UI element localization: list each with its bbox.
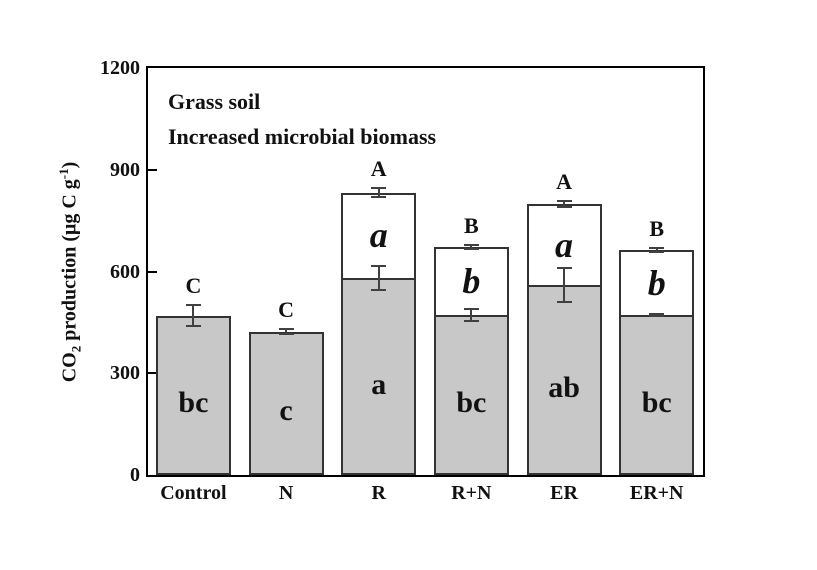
x-tick-label: R+N <box>451 482 492 504</box>
significance-letter-gray: ab <box>548 371 580 405</box>
error-bar-line <box>470 244 473 251</box>
significance-letter-above: B <box>649 216 665 242</box>
significance-letter-white: a <box>369 215 388 256</box>
error-bar-line <box>655 312 658 317</box>
significance-letter-white: b <box>647 262 666 303</box>
error-bar-line <box>655 247 658 253</box>
total-error-bar <box>463 244 479 251</box>
error-bar-cap-top <box>371 187 387 190</box>
significance-letter-above: A <box>370 156 387 182</box>
gray-segment-error-bar <box>649 312 665 317</box>
error-bar-line <box>377 187 380 198</box>
gray-segment-letter-box: c <box>249 332 324 475</box>
y-tick-label: 1200 <box>100 57 140 79</box>
bar-gray-segment <box>248 331 324 475</box>
x-tick-label: Control <box>160 482 227 504</box>
error-bar-cap-bottom <box>371 289 387 292</box>
gray-segment-letter-box: bc <box>619 315 694 475</box>
white-segment-letter-box: b <box>619 250 694 315</box>
total-error-bar <box>556 200 572 209</box>
error-bar-cap-bottom <box>185 325 201 328</box>
error-bar-line <box>470 308 473 322</box>
bar-gray-segment <box>155 315 231 475</box>
gray-segment-letter-box: bc <box>156 316 231 475</box>
gray-segment-letter-box: bc <box>434 315 509 475</box>
y-tick-label: 600 <box>110 260 140 283</box>
y-tick-mark <box>148 372 157 375</box>
error-bar-cap-top <box>463 244 479 247</box>
total-error-bar <box>371 187 387 198</box>
white-segment-letter-box: a <box>527 204 602 285</box>
gray-segment-error-bar <box>185 303 201 328</box>
significance-letter-gray: bc <box>456 385 487 419</box>
gray-segment-error-bar <box>463 308 479 322</box>
bar-white-segment <box>341 192 417 279</box>
significance-letter-white: b <box>462 261 481 301</box>
y-tick-label: 300 <box>110 362 140 385</box>
significance-letter-white: a <box>555 224 574 265</box>
error-bar-cap-top <box>649 312 665 315</box>
y-axis-title-subscript: 2 <box>68 345 84 353</box>
error-bar-cap-bottom <box>463 319 479 322</box>
significance-letter-gray: c <box>279 394 293 428</box>
error-bar-cap-bottom <box>556 206 572 209</box>
y-tick-label: 900 <box>110 158 140 181</box>
significance-letter-gray: bc <box>641 385 672 419</box>
white-segment-letter-box: b <box>434 247 509 315</box>
error-bar-line <box>285 328 288 336</box>
error-bar-cap-top <box>278 328 294 331</box>
error-bar-cap-top <box>185 303 201 306</box>
chart-title-line-2: Increased microbial biomass <box>168 124 437 149</box>
x-tick-label: ER+N <box>629 482 684 504</box>
gray-segment-letter-box: ab <box>527 285 602 475</box>
plot-area: Grass soil Increased microbial biomass C… <box>148 68 703 475</box>
gray-segment-letter-box: a <box>341 278 416 475</box>
white-segment-letter-box: a <box>341 193 416 279</box>
significance-letter-gray: a <box>371 367 387 401</box>
error-bar-cap-bottom <box>371 195 387 198</box>
significance-letter-above: A <box>556 169 572 195</box>
significance-letter-above: B <box>464 213 479 239</box>
significance-letter-above: C <box>185 272 202 298</box>
chart-title: Grass soil Increased microbial biomass <box>168 84 436 154</box>
error-bar-cap-top <box>649 247 665 250</box>
error-bar-line <box>377 265 380 292</box>
gray-segment-error-bar <box>278 328 294 336</box>
error-bar-cap-bottom <box>463 248 479 251</box>
chart-title-line-1: Grass soil <box>168 89 261 114</box>
error-bar-cap-top <box>463 308 479 311</box>
bar-gray-segment <box>341 278 417 475</box>
significance-letter-above: C <box>278 297 294 323</box>
x-tick-label: N <box>278 482 294 504</box>
error-bar-line <box>563 200 566 209</box>
plot-frame: Grass soil Increased microbial biomass C… <box>146 66 705 477</box>
error-bar-cap-top <box>556 267 572 270</box>
y-tick-label: 0 <box>130 464 140 486</box>
error-bar-line <box>192 303 195 328</box>
gray-segment-error-bar <box>556 267 572 303</box>
error-bar-cap-bottom <box>649 250 665 253</box>
gray-segment-error-bar <box>371 265 387 292</box>
x-tick-label: ER <box>550 482 578 504</box>
error-bar-cap-top <box>371 265 387 268</box>
y-tick-mark <box>148 270 157 273</box>
error-bar-cap-bottom <box>649 314 665 317</box>
error-bar-line <box>563 267 566 303</box>
significance-letter-gray: bc <box>178 386 209 420</box>
x-tick-label: R <box>371 482 386 504</box>
y-tick-mark <box>148 168 157 171</box>
error-bar-cap-bottom <box>556 300 572 303</box>
total-error-bar <box>649 247 665 253</box>
error-bar-cap-top <box>556 200 572 203</box>
error-bar-cap-bottom <box>278 333 294 336</box>
